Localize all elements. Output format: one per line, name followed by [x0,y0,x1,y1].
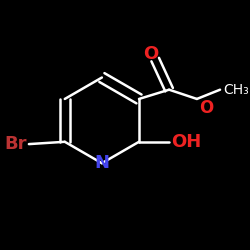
Text: O: O [143,45,158,63]
Text: N: N [94,154,110,172]
Text: CH₃: CH₃ [224,83,249,97]
Text: Br: Br [4,135,26,153]
Text: O: O [199,99,214,117]
Text: OH: OH [172,133,202,151]
